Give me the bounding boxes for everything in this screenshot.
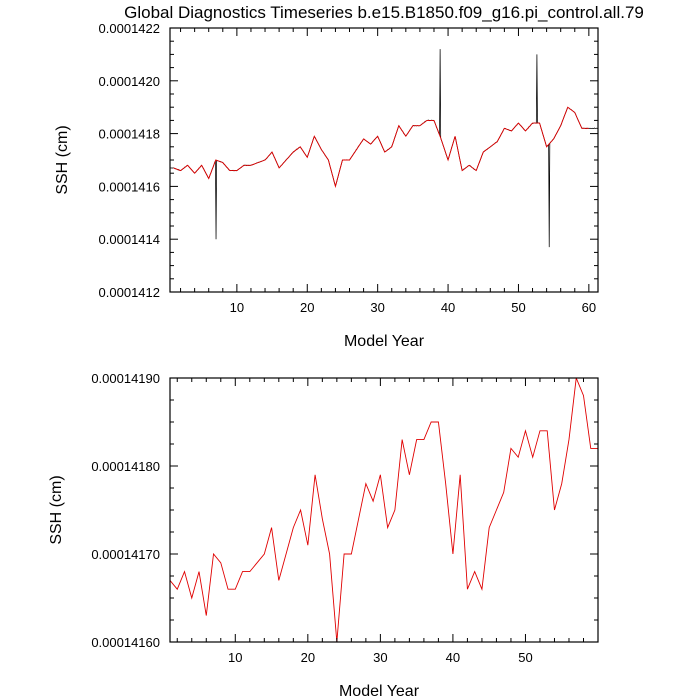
bottom-panel-ticks: 10 20 30 40 50 0.00014160 0.00014170 0.00014180… [91,371,599,665]
y-tick-label: 0.0001416 [99,179,160,194]
x-tick-label: 20 [301,650,315,665]
y-tick-label: 0.00014160 [91,635,160,650]
x-tick-label: 40 [441,300,455,315]
y-tick-label: 0.0001412 [99,285,160,300]
y-tick-label: 0.00014190 [91,371,160,386]
y-tick-label: 0.0001422 [99,21,160,36]
x-tick-label: 40 [446,650,460,665]
top-panel: 10 20 30 40 50 60 0.0001412 0.0001414 0.0001416 0… [54,21,599,350]
series-line-annual [170,378,598,642]
x-tick-label: 30 [373,650,387,665]
bottom-panel: 10 20 30 40 50 0.00014160 0.00014170 0.00014180… [48,371,599,700]
x-tick-label: 50 [518,650,532,665]
x-tick-label: 20 [300,300,314,315]
bottom-panel-frame [169,377,599,643]
top-panel-frame [169,27,599,293]
x-tick-label: 10 [230,300,244,315]
figure-title: Global Diagnostics Timeseries b.e15.B185… [124,3,644,22]
bottom-panel-series [170,378,598,642]
x-tick-label: 60 [582,300,596,315]
bottom-panel-xlabel: Model Year [339,683,420,700]
y-tick-label: 0.00014170 [91,547,160,562]
x-tick-label: 10 [228,650,242,665]
x-tick-label: 50 [511,300,525,315]
series-line-annual [173,106,589,189]
y-tick-label: 0.00014180 [91,459,160,474]
y-tick-label: 0.0001418 [99,127,160,142]
top-panel-series [170,49,598,248]
top-panel-ylabel: SSH (cm) [54,125,71,194]
bottom-panel-ylabel: SSH (cm) [48,475,65,544]
y-tick-label: 0.0001420 [99,74,160,89]
top-panel-xlabel: Model Year [344,333,425,350]
top-panel-ticks: 10 20 30 40 50 60 0.0001412 0.0001414 0.0001416 0… [99,21,598,315]
x-tick-label: 30 [370,300,384,315]
y-tick-label: 0.0001414 [99,232,160,247]
